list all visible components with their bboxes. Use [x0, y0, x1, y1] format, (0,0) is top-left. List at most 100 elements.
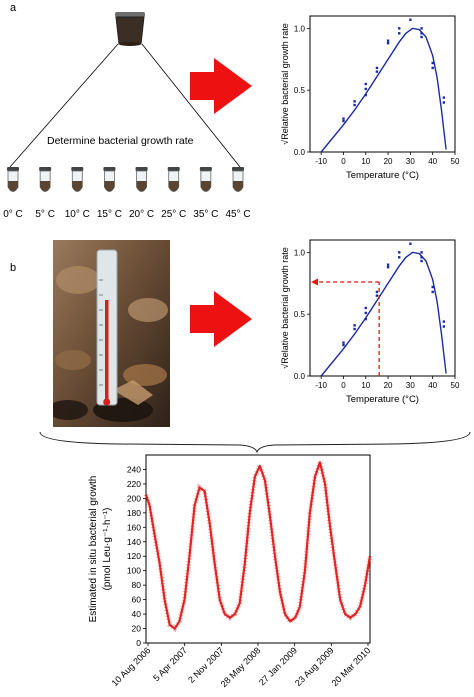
- growth-series: [144, 461, 372, 630]
- y-tick-label: 220: [127, 479, 141, 489]
- panel-a-label: a: [10, 2, 17, 14]
- red-arrow-b: [190, 291, 252, 347]
- data-point: [398, 256, 401, 259]
- x-tick-label: -10: [315, 381, 327, 390]
- y-tick-label: 1.0: [294, 24, 306, 33]
- data-point: [342, 117, 345, 120]
- tube-label: 0° C: [3, 209, 23, 220]
- fit-curve: [320, 27, 447, 153]
- data-point: [420, 259, 423, 263]
- x-axis-label: Temperature (°C): [346, 170, 419, 181]
- fan-line-right: [141, 43, 241, 168]
- data-point: [442, 325, 446, 328]
- y-tick-label: 80: [132, 580, 142, 590]
- panel-b-label: b: [10, 262, 17, 274]
- x-tick-label: 50: [451, 381, 460, 390]
- data-point: [386, 263, 390, 266]
- y-tick-label: 100: [127, 566, 141, 576]
- data-point: [375, 66, 379, 70]
- tube-row: [7, 167, 244, 192]
- x-tick-label: 10 Aug 2006: [110, 645, 153, 688]
- tube-label: 20° C: [129, 209, 155, 220]
- fit-curve: [320, 251, 447, 377]
- y-tick-label: 60: [132, 595, 142, 605]
- data-point: [353, 327, 356, 331]
- data-point: [364, 317, 367, 321]
- y-tick-label: 20: [132, 624, 142, 634]
- data-point: [420, 35, 423, 39]
- x-tick-label: 40: [428, 381, 437, 390]
- readout-arrowhead: [311, 278, 318, 286]
- chart-a: -10 0 10 20 30 40 50 0.0 0.5 1.0 Temperature (°C) √…: [280, 15, 460, 181]
- tube-icon: [71, 167, 84, 192]
- data-point: [398, 251, 401, 254]
- red-arrow-a: [190, 58, 252, 114]
- data-point: [409, 242, 412, 245]
- y-axis-label: √Relative bacterial growth rate: [280, 23, 290, 145]
- x-tick-label: -10: [315, 157, 327, 166]
- fan-line-left: [9, 43, 119, 168]
- data-point: [353, 324, 356, 327]
- tube-icon: [7, 167, 19, 192]
- x-axis-label: Temperature (°C): [346, 394, 419, 405]
- y-tick-label: 120: [127, 551, 141, 561]
- x-tick-label: 0: [341, 381, 346, 390]
- data-point: [353, 100, 356, 103]
- data-point: [431, 285, 434, 289]
- data-point: [353, 103, 356, 107]
- y-axis-label: Estimated in situ bacterial growth: [88, 476, 99, 623]
- data-point: [386, 266, 390, 269]
- tube-label: 15° C: [96, 209, 122, 220]
- y-tick-label: 0.5: [294, 310, 306, 319]
- y-tick-label: 200: [127, 493, 141, 503]
- tube-label: 5° C: [35, 209, 55, 220]
- data-point: [364, 311, 367, 315]
- data-point: [386, 39, 390, 42]
- tube-icon: [103, 167, 116, 192]
- data-point: [375, 290, 379, 294]
- thermometer-photo: [53, 240, 170, 427]
- data-point: [398, 32, 401, 35]
- y-tick-label: 140: [127, 537, 141, 547]
- x-tick-label: 30: [406, 381, 415, 390]
- data-point: [409, 18, 412, 21]
- chart-c: 0 20 40 60 80 100 120 140 160 180 200 220 240 10 Aug …: [88, 453, 373, 689]
- data-point: [375, 70, 379, 73]
- x-tick-label: 10: [361, 381, 370, 390]
- x-tick-label: 10: [361, 157, 370, 166]
- data-point: [364, 93, 367, 97]
- y-tick-label: 0: [136, 638, 141, 648]
- data-point: [364, 82, 367, 86]
- tube-icon: [39, 167, 52, 192]
- data-point: [431, 290, 434, 294]
- panel-a-caption: Determine bacterial growth rate: [47, 135, 194, 147]
- data-point: [442, 320, 446, 323]
- y-tick-label: 180: [127, 508, 141, 518]
- tube-label: 35° C: [193, 209, 219, 220]
- data-point: [364, 87, 367, 91]
- tube-label: 25° C: [161, 209, 187, 220]
- data-point: [375, 294, 379, 297]
- x-tick-label: 5 Apr 2007: [151, 645, 189, 683]
- data-point: [364, 306, 367, 310]
- x-tick-label: 50: [451, 157, 460, 166]
- x-tick-label: 40: [428, 157, 437, 166]
- data-point: [386, 42, 390, 45]
- chart-b: -10 0 10 20 30 40 50 0.0 0.5 1.0 Temperature (°C) √…: [280, 239, 460, 405]
- data-point: [420, 251, 423, 254]
- data-point: [420, 256, 423, 259]
- summary-brace: [39, 431, 471, 454]
- tube-label: 45° C: [225, 209, 251, 220]
- data-point: [442, 96, 446, 99]
- y-tick-label: 0.0: [294, 372, 306, 381]
- x-tick-label: 2 Nov 2007: [186, 645, 226, 685]
- tube-icon: [232, 167, 244, 192]
- x-tick-label: 20 Mar 2010: [330, 645, 373, 688]
- y-axis-label: √Relative bacterial growth rate: [280, 247, 290, 369]
- data-point: [442, 101, 446, 104]
- plot-frame: [309, 239, 456, 377]
- y-tick-label: 0.0: [294, 148, 306, 157]
- x-tick-label: 20: [384, 381, 393, 390]
- soil-cup-icon: [115, 12, 145, 46]
